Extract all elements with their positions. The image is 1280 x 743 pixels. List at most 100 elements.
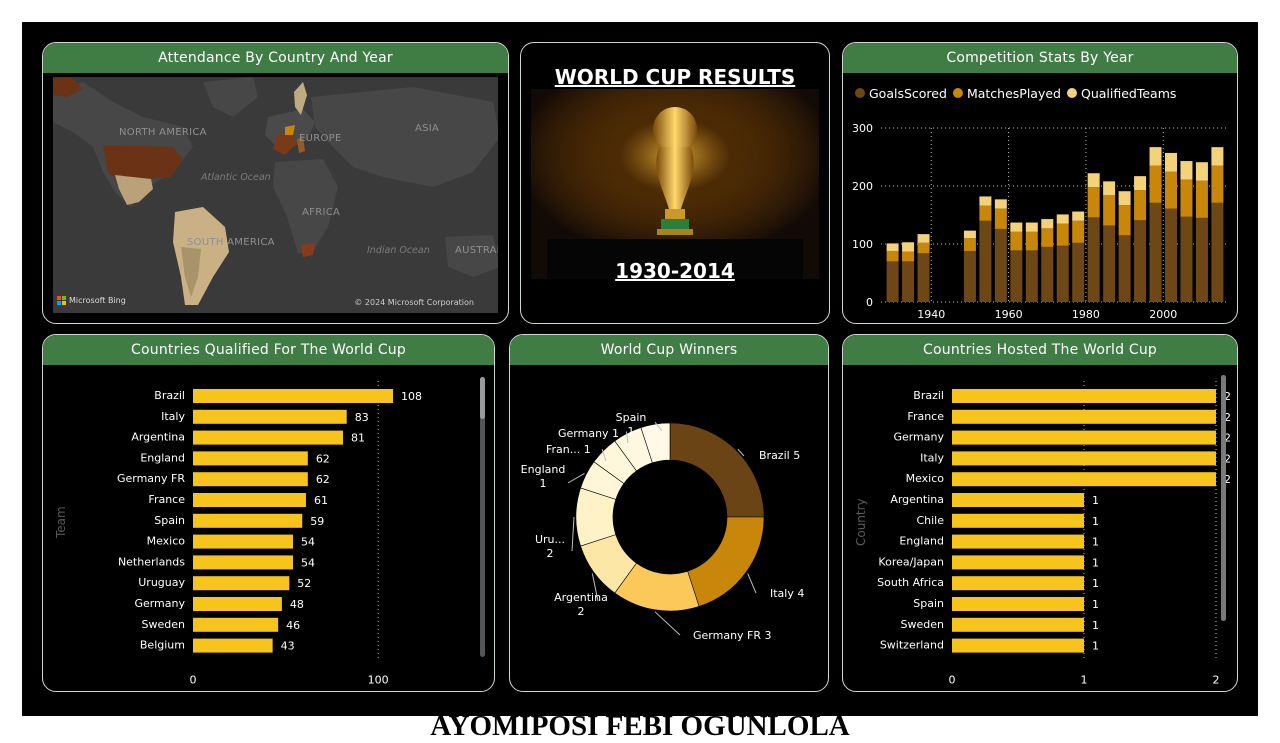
bar-MatchesPlayed-1934[interactable]	[902, 251, 915, 262]
bar-QualifiedTeams-1970[interactable]	[1041, 219, 1054, 229]
bar-QualifiedTeams-2002[interactable]	[1165, 152, 1177, 172]
bar-MatchesPlayed-1970[interactable]	[1041, 228, 1054, 247]
bar-GoalsScored-1954[interactable]	[979, 220, 992, 302]
bar-GoalsScored-1974[interactable]	[1056, 245, 1069, 302]
bar-QualifiedTeams-1978[interactable]	[1072, 211, 1085, 221]
bar-GoalsScored-1934[interactable]	[902, 261, 915, 302]
bar-Sweden[interactable]	[193, 617, 279, 632]
bar-Uruguay[interactable]	[193, 576, 290, 591]
stats-chart[interactable]: GoalsScored MatchesPlayed QualifiedTeams 0 1…	[843, 73, 1236, 323]
bar-MatchesPlayed-2006[interactable]	[1180, 179, 1193, 217]
bar-MatchesPlayed-1954[interactable]	[979, 205, 992, 221]
bar-GoalsScored-1994[interactable]	[1134, 220, 1147, 302]
bar-MatchesPlayed-1950[interactable]	[963, 238, 976, 251]
bar-Germany[interactable]	[952, 430, 1216, 445]
bar-QualifiedTeams-1994[interactable]	[1134, 176, 1147, 191]
hosted-chart[interactable]: 0 1 2 Country Brazil 2 France 2 Germany 2 Italy 2 Me…	[843, 365, 1236, 691]
bar-MatchesPlayed-2002[interactable]	[1165, 171, 1177, 209]
bar-Spain[interactable]	[193, 513, 303, 528]
bar-QualifiedTeams-1958[interactable]	[994, 199, 1007, 209]
bar-MatchesPlayed-2014[interactable]	[1211, 165, 1224, 203]
bar-QualifiedTeams-1974[interactable]	[1056, 214, 1069, 224]
scrollbar-thumb[interactable]	[480, 377, 485, 419]
bar-QualifiedTeams-1998[interactable]	[1149, 147, 1162, 166]
legend-label-QualifiedTeams[interactable]: QualifiedTeams	[1081, 86, 1176, 101]
bar-MatchesPlayed-1962[interactable]	[1010, 231, 1023, 251]
bar-GoalsScored-1998[interactable]	[1149, 202, 1162, 302]
bar-Korea/Japan[interactable]	[952, 555, 1084, 570]
bar-QualifiedTeams-2014[interactable]	[1211, 147, 1224, 166]
bar-MatchesPlayed-1994[interactable]	[1134, 190, 1147, 221]
bar-MatchesPlayed-1990[interactable]	[1118, 205, 1131, 236]
bar-MatchesPlayed-1974[interactable]	[1056, 223, 1069, 246]
bar-England[interactable]	[952, 534, 1084, 549]
bar-MatchesPlayed-1958[interactable]	[994, 208, 1007, 229]
bar-Argentina[interactable]	[193, 430, 343, 445]
bar-GoalsScored-1958[interactable]	[994, 228, 1007, 302]
bar-France[interactable]	[193, 493, 306, 507]
bar-Germany[interactable]	[193, 597, 282, 611]
bar-South Africa[interactable]	[952, 576, 1084, 591]
bar-Belgium[interactable]	[193, 638, 273, 653]
bar-MatchesPlayed-1986[interactable]	[1103, 195, 1116, 226]
bar-QualifiedTeams-1938[interactable]	[917, 234, 930, 243]
world-map[interactable]: NORTH AMERICA EUROPE ASIA Atlantic Ocean…	[53, 77, 498, 313]
bar-QualifiedTeams-1950[interactable]	[963, 230, 976, 239]
bar-GoalsScored-1950[interactable]	[963, 250, 976, 302]
bar-GoalsScored-1982[interactable]	[1087, 217, 1100, 302]
bar-GoalsScored-1962[interactable]	[1010, 250, 1023, 302]
bar-Brazil[interactable]	[952, 389, 1216, 403]
bar-GoalsScored-2010[interactable]	[1195, 217, 1208, 302]
bar-QualifiedTeams-1990[interactable]	[1118, 191, 1131, 206]
bar-GoalsScored-1990[interactable]	[1118, 235, 1131, 302]
bar-Switzerland[interactable]	[952, 638, 1084, 653]
bar-Mexico[interactable]	[952, 472, 1216, 487]
bar-MatchesPlayed-1930[interactable]	[886, 250, 899, 262]
bar-Italy[interactable]	[952, 451, 1216, 466]
bar-GoalsScored-1986[interactable]	[1103, 225, 1116, 302]
slice-Spain[interactable]	[640, 422, 671, 464]
scrollbar[interactable]	[1221, 375, 1226, 621]
bar-GoalsScored-2014[interactable]	[1211, 202, 1224, 302]
bar-GoalsScored-1966[interactable]	[1025, 250, 1038, 302]
bar-GoalsScored-2002[interactable]	[1165, 208, 1177, 302]
bar-England[interactable]	[193, 451, 308, 466]
bar-Mexico[interactable]	[193, 534, 293, 549]
bar-QualifiedTeams-2006[interactable]	[1180, 161, 1193, 180]
bar-QualifiedTeams-2010[interactable]	[1195, 162, 1208, 181]
bar-Argentina[interactable]	[952, 493, 1084, 507]
bar-MatchesPlayed-1966[interactable]	[1025, 231, 1038, 251]
bar-Germany FR[interactable]	[193, 472, 308, 487]
bar-QualifiedTeams-1934[interactable]	[902, 242, 915, 252]
bar-GoalsScored-1938[interactable]	[917, 253, 930, 302]
bar-GoalsScored-2006[interactable]	[1180, 216, 1193, 302]
bar-QualifiedTeams-1966[interactable]	[1025, 222, 1038, 232]
legend-label-MatchesPlayed[interactable]: MatchesPlayed	[967, 86, 1061, 101]
bar-MatchesPlayed-2010[interactable]	[1195, 180, 1208, 218]
legend-label-GoalsScored[interactable]: GoalsScored	[869, 86, 947, 101]
bar-Netherlands[interactable]	[193, 555, 293, 570]
bar-MatchesPlayed-1982[interactable]	[1087, 187, 1100, 218]
bar-France[interactable]	[952, 409, 1216, 424]
slice-Italy[interactable]	[687, 516, 765, 607]
bar-MatchesPlayed-1938[interactable]	[917, 242, 930, 254]
bar-GoalsScored-1930[interactable]	[886, 261, 899, 302]
bar-QualifiedTeams-1954[interactable]	[979, 196, 992, 206]
bar-QualifiedTeams-1930[interactable]	[886, 243, 899, 251]
qualified-chart[interactable]: 0 100 Team Brazil 108 Italy 83 Argentina 81 Engla…	[43, 365, 493, 691]
scrollbar[interactable]	[480, 377, 485, 657]
bar-MatchesPlayed-1978[interactable]	[1072, 220, 1085, 243]
bar-QualifiedTeams-1986[interactable]	[1103, 181, 1116, 196]
scrollbar-thumb[interactable]	[1221, 375, 1226, 621]
bar-QualifiedTeams-1962[interactable]	[1010, 222, 1023, 232]
bar-Italy[interactable]	[193, 409, 347, 424]
bar-Brazil[interactable]	[193, 389, 393, 403]
bar-Spain[interactable]	[952, 597, 1084, 611]
bar-Sweden[interactable]	[952, 617, 1084, 632]
slice-Brazil[interactable]	[669, 422, 765, 518]
bar-GoalsScored-1970[interactable]	[1041, 246, 1054, 302]
bar-QualifiedTeams-1982[interactable]	[1087, 173, 1100, 188]
bar-MatchesPlayed-1998[interactable]	[1149, 165, 1162, 203]
bar-Chile[interactable]	[952, 513, 1084, 528]
